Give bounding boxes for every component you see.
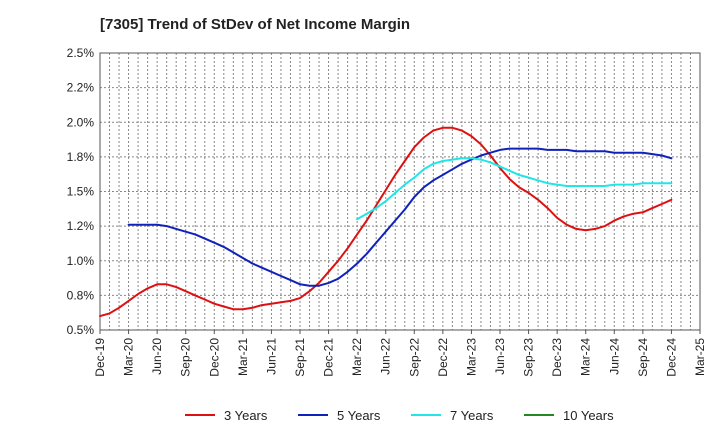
x-tick-label: Sep-20 xyxy=(179,338,193,377)
x-tick-label: Mar-21 xyxy=(236,338,250,376)
x-tick-label: Sep-21 xyxy=(293,338,307,377)
legend-label-3-years: 3 Years xyxy=(224,408,268,423)
y-tick-label: 2.2% xyxy=(67,81,95,95)
legend-label-7-years: 7 Years xyxy=(450,408,494,423)
y-tick-label: 1.8% xyxy=(67,150,95,164)
y-tick-label: 0.5% xyxy=(67,323,95,337)
y-tick-label: 1.2% xyxy=(67,219,95,233)
x-tick-label: Mar-23 xyxy=(464,338,478,376)
x-tick-label: Dec-23 xyxy=(550,338,564,377)
x-tick-label: Mar-25 xyxy=(693,338,707,376)
grid-lines xyxy=(99,52,701,331)
x-tick-label: Jun-22 xyxy=(379,338,393,375)
series-line-7-years xyxy=(356,157,673,221)
x-tick-label: Sep-22 xyxy=(407,338,421,377)
x-axis-ticks: Dec-19 Mar-20 Jun-20 Sep-20 Dec-20 Mar-21 Jun-… xyxy=(93,330,707,377)
x-tick-label: Jun-20 xyxy=(150,338,164,375)
x-tick-label: Dec-22 xyxy=(436,338,450,377)
series-line-5-years xyxy=(127,147,673,287)
x-tick-label: Jun-21 xyxy=(264,338,278,375)
legend: 3 Years 5 Years 7 Years 10 Years xyxy=(185,408,614,423)
y-tick-label: 2.0% xyxy=(67,115,95,129)
chart-title: [7305] Trend of StDev of Net Income Marg… xyxy=(100,16,410,33)
x-tick-label: Sep-24 xyxy=(636,338,650,377)
x-tick-label: Dec-24 xyxy=(664,338,678,377)
x-tick-label: Mar-22 xyxy=(350,338,364,376)
x-tick-label: Dec-20 xyxy=(207,338,221,377)
legend-label-5-years: 5 Years xyxy=(337,408,381,423)
plot-area xyxy=(99,52,701,331)
legend-label-10-years: 10 Years xyxy=(563,408,614,423)
series-lines xyxy=(99,126,673,318)
x-tick-label: Sep-23 xyxy=(522,338,536,377)
x-tick-label: Jun-23 xyxy=(493,338,507,375)
x-tick-label: Mar-24 xyxy=(579,338,593,376)
x-tick-label: Dec-21 xyxy=(322,338,336,377)
series-line-3-years xyxy=(99,126,673,318)
y-tick-label: 0.8% xyxy=(67,288,95,302)
y-tick-label: 2.5% xyxy=(67,46,95,60)
x-tick-label: Jun-24 xyxy=(607,338,621,375)
x-tick-label: Mar-20 xyxy=(122,338,136,376)
y-tick-label: 1.5% xyxy=(67,185,95,199)
x-tick-label: Dec-19 xyxy=(93,338,107,377)
y-axis-ticks: 2.5% 2.2% 2.0% 1.8% 1.5% 1.2% 1.0% 0.8% 0.5% xyxy=(67,46,95,337)
y-tick-label: 1.0% xyxy=(67,254,95,268)
